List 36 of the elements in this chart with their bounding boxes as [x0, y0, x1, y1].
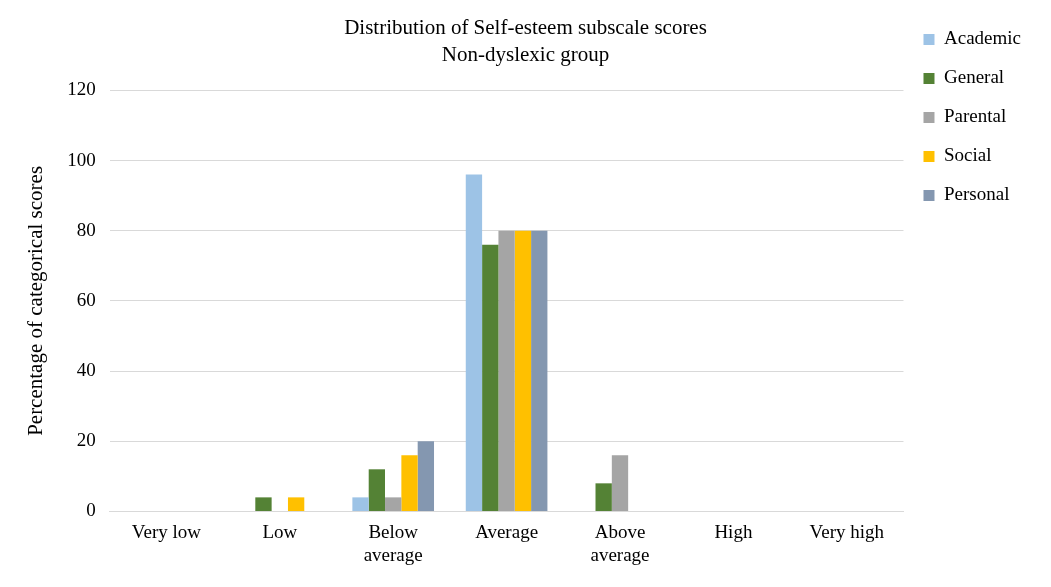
bar [385, 497, 402, 511]
x-tick-label: High [714, 520, 753, 542]
legend-label: Social [943, 144, 992, 166]
y-tick-label: 40 [76, 359, 96, 381]
bar [401, 455, 418, 511]
bar [352, 497, 369, 511]
chart-subtitle: Non-dyslexic group [441, 42, 610, 67]
bar [465, 174, 483, 511]
y-tick-label: 100 [67, 148, 96, 170]
y-axis-title: Percentage of categorical scores [23, 165, 48, 436]
y-tick-label: 20 [76, 429, 96, 451]
legend-label: Parental [943, 105, 1007, 127]
bar [255, 497, 272, 511]
x-tick-label: Above average [590, 520, 650, 565]
x-tick-label: Very low [131, 520, 202, 542]
bar [482, 244, 499, 511]
legend-label: Personal [943, 183, 1010, 205]
y-tick-label: 60 [76, 288, 96, 310]
legend-label: General [943, 66, 1005, 88]
x-tick-label: Very high [809, 520, 885, 542]
legend-label: Academic [943, 27, 1021, 49]
bar [595, 483, 612, 511]
bar [287, 497, 305, 511]
y-tick-label: 80 [76, 218, 96, 240]
x-tick-label: Average [475, 520, 539, 542]
bar [368, 469, 386, 511]
chart-title: Distribution of Self-esteem subscale scores [344, 15, 707, 40]
bar [611, 455, 629, 511]
y-tick-label: 0 [86, 499, 96, 521]
x-tick-label: Low [262, 520, 298, 542]
bar [531, 230, 548, 511]
bar [514, 230, 532, 511]
y-tick-label: 120 [67, 78, 96, 100]
x-tick-label: Below average [363, 520, 423, 565]
bar [498, 230, 515, 511]
bar [417, 441, 435, 511]
